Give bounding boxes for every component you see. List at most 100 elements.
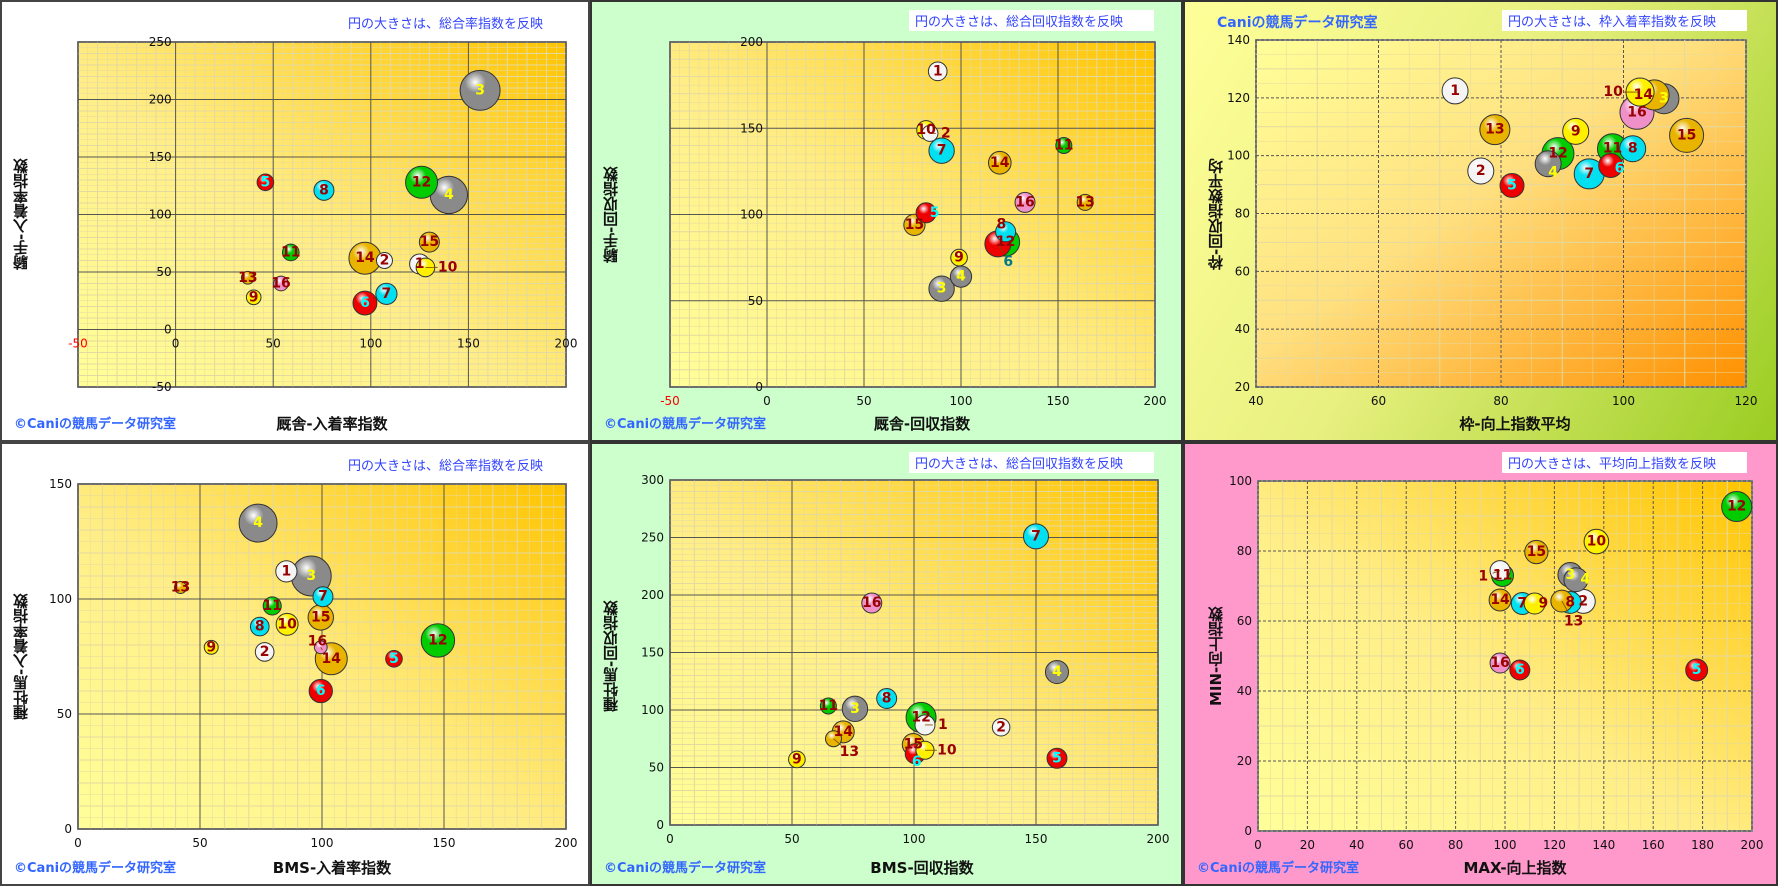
bubble-label: 10	[916, 122, 936, 138]
credit-text: ©Caniの競馬データ研究室	[604, 417, 767, 432]
bubble-horse-2	[375, 252, 393, 269]
y-tick-label: 20	[1237, 754, 1252, 768]
chart-panel-stable-vs-jockey-return: -50 0 50 100 150 200 0 50 100 150 200 12 6 3 7 14 4 15 5 8 1…	[590, 0, 1183, 442]
bubble-horse-2	[991, 717, 1011, 737]
bubble-label: 11	[819, 698, 838, 714]
bubble-horse-12	[405, 165, 439, 199]
bubble-layer	[1441, 77, 1705, 198]
bubble-horse-2	[921, 124, 939, 142]
y-tick-label: 200	[740, 35, 763, 49]
bubble-label: 15	[1527, 544, 1546, 560]
bubble-label: 13	[840, 744, 859, 760]
bubble-horse-16	[313, 640, 328, 655]
bubble-horse-15	[1524, 539, 1549, 565]
x-tick-label: 100	[903, 832, 926, 846]
bubble-label: 16	[1490, 655, 1509, 671]
bubble-label: 5	[389, 651, 399, 667]
y-tick-label: 150	[149, 150, 172, 164]
y-tick-label: 120	[1227, 91, 1250, 105]
bubble-label: 5	[1692, 662, 1702, 678]
y-tick-label: 100	[740, 208, 763, 222]
leader-layer	[1492, 570, 1570, 614]
bubble-horse-14	[1488, 588, 1512, 612]
x-tick-label: 100	[950, 394, 973, 408]
x-tick-label: 60	[1399, 838, 1414, 852]
bubble-label: 9	[954, 250, 964, 266]
y-tick-label: 100	[149, 208, 172, 222]
y-axis-title: MIN-向上指数	[1207, 606, 1225, 707]
bubble-horse-16	[861, 592, 883, 614]
x-axis-title: MAX-向上指数	[1463, 859, 1567, 877]
x-tick-label: -50	[660, 394, 680, 408]
chart-panel-bms-vs-sire-rate: 0 50 100 150 200 0 50 100 150 3 4 12 14 15 6 10 1 7 2 8 11 5 9…	[0, 442, 590, 886]
x-tick-label: 120	[1735, 394, 1758, 408]
y-tick-label: 100	[1229, 474, 1252, 488]
bubble-horse-8	[313, 179, 335, 201]
y-tick-label: 60	[1235, 264, 1250, 278]
bubble-label: 8	[1628, 141, 1638, 157]
bubble-label: 4	[1052, 664, 1062, 680]
x-tick-label: 0	[763, 394, 771, 408]
y-tick-label: 100	[1227, 149, 1250, 163]
bubble-label: 12	[412, 174, 431, 190]
bubble-label: 16	[862, 595, 881, 611]
bubble-label: 14	[1634, 87, 1654, 103]
bubble-horse-12	[420, 623, 456, 658]
leader-layer	[929, 133, 1004, 254]
chart-panel-bms-vs-sire-return: 0 50 100 150 200 0 50 100 150 200 250 300 12 3 7 4 14 15 1…	[590, 442, 1183, 886]
bubble-label: 16	[271, 276, 290, 292]
bubble-size-note: 円の大きさは、総合回収指数を反映	[909, 452, 1154, 473]
bubble-horse-13	[824, 730, 842, 748]
bubble-horse-4	[1563, 567, 1589, 593]
bubble-label: 9	[1538, 596, 1548, 612]
y-tick-label: 150	[49, 477, 72, 491]
bubble-label: 15	[420, 234, 439, 250]
bubble-size-note: 円の大きさは、総合率指数を反映	[348, 459, 544, 474]
y-tick-label: 0	[755, 380, 763, 394]
bubble-label: 12	[996, 234, 1015, 250]
x-tick-label: 140	[1592, 838, 1615, 852]
bubble-horse-16	[273, 275, 289, 292]
bubble-chart: -50 0 50 100 150 200-500501001502002503412146…	[68, 35, 577, 394]
bubble-horse-13	[1550, 589, 1574, 613]
bubble-label: 6	[1515, 662, 1525, 678]
bubble-label: 2	[1578, 593, 1588, 609]
bubble-label: 12	[911, 709, 930, 725]
bubble-label: 1	[415, 256, 425, 272]
bubble-horse-7	[928, 137, 955, 164]
bubble-label: 14	[355, 250, 375, 266]
credit-text: ©Caniの競馬データ研究室	[1197, 861, 1360, 876]
bubble-horse-14	[987, 150, 1012, 175]
bubble-horse-9	[1523, 592, 1546, 615]
bubble-label: 6	[360, 295, 370, 311]
bubble-horse-7	[312, 586, 334, 608]
y-tick-label: 0	[64, 822, 72, 836]
y-tick-label: 0	[1244, 824, 1252, 838]
bubble-label: 6	[316, 683, 326, 699]
x-tick-label: 50	[856, 394, 871, 408]
bubble-horse-5	[1046, 747, 1068, 769]
x-tick-label: 200	[1741, 838, 1764, 852]
y-tick-label: 50	[156, 265, 171, 279]
bubble-label: 13	[238, 270, 257, 286]
bubble-label: 13	[1564, 614, 1583, 630]
bubble-label: 13	[1075, 194, 1094, 210]
bubble-label: 7	[937, 143, 947, 159]
bubble-horse-12	[1721, 491, 1753, 523]
x-tick-label: 150	[1025, 832, 1048, 846]
bubble-label: 11	[281, 244, 300, 260]
bubble-label: 15	[905, 217, 924, 233]
y-axis-title: 種牡馬-回収指数	[602, 600, 620, 713]
bubble-horse-16	[1489, 652, 1511, 674]
x-tick-label: 180	[1691, 838, 1714, 852]
label-leader-line	[833, 738, 842, 746]
bubble-label: 16	[1015, 194, 1034, 210]
bubble-label-layer: 3 4 12 14 67 1 8 15 10 5 11 2 9 16 13	[238, 82, 485, 311]
credit-text: ©Caniの競馬データ研究室	[14, 861, 177, 876]
x-tick-label: 0	[74, 836, 82, 850]
bubble-horse-3	[459, 69, 501, 111]
bubble-size-note: 円の大きさは、枠入着率指数を反映	[1502, 10, 1747, 31]
bubble-horse-13	[1479, 114, 1511, 146]
bubble-label-layer: 3 4 12 14 15 6 10 1 7 2 8 11 5 9 16 13	[171, 515, 448, 699]
